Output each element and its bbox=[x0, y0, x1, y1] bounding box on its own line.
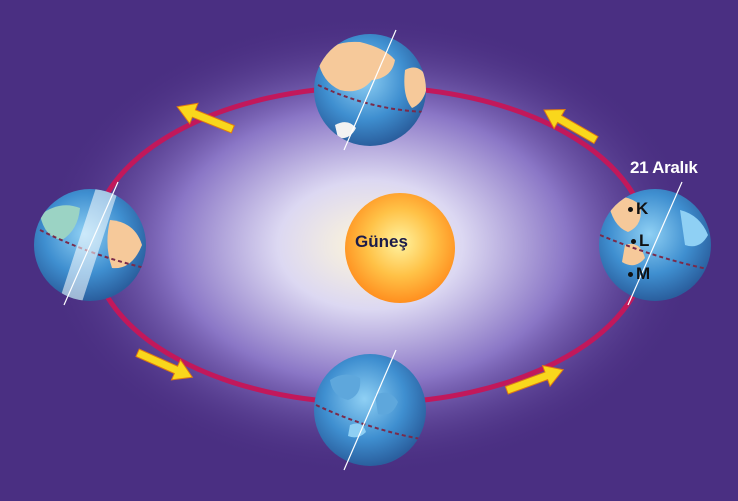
point-m-dot bbox=[628, 272, 633, 278]
point-m-label: M bbox=[636, 264, 651, 283]
point-l-dot bbox=[631, 239, 636, 245]
point-m: M bbox=[628, 264, 650, 284]
arrow-right-top-icon bbox=[543, 108, 599, 145]
point-l-label: L bbox=[639, 231, 650, 250]
earth-top bbox=[314, 29, 426, 151]
point-k-dot bbox=[628, 207, 633, 213]
arrow-top-left-icon bbox=[176, 102, 235, 134]
earth-left bbox=[34, 181, 146, 306]
point-l: L bbox=[631, 231, 649, 251]
sun-label: Güneş bbox=[355, 232, 408, 251]
arrow-bottom-right-icon bbox=[504, 364, 565, 395]
date-label: 21 Aralık bbox=[630, 158, 698, 177]
point-k-label: K bbox=[636, 199, 649, 218]
arrow-left-bottom-icon bbox=[135, 348, 194, 381]
point-k: K bbox=[628, 199, 648, 219]
sun bbox=[345, 193, 455, 303]
earth-bottom bbox=[314, 349, 426, 471]
earth-right bbox=[599, 181, 711, 306]
